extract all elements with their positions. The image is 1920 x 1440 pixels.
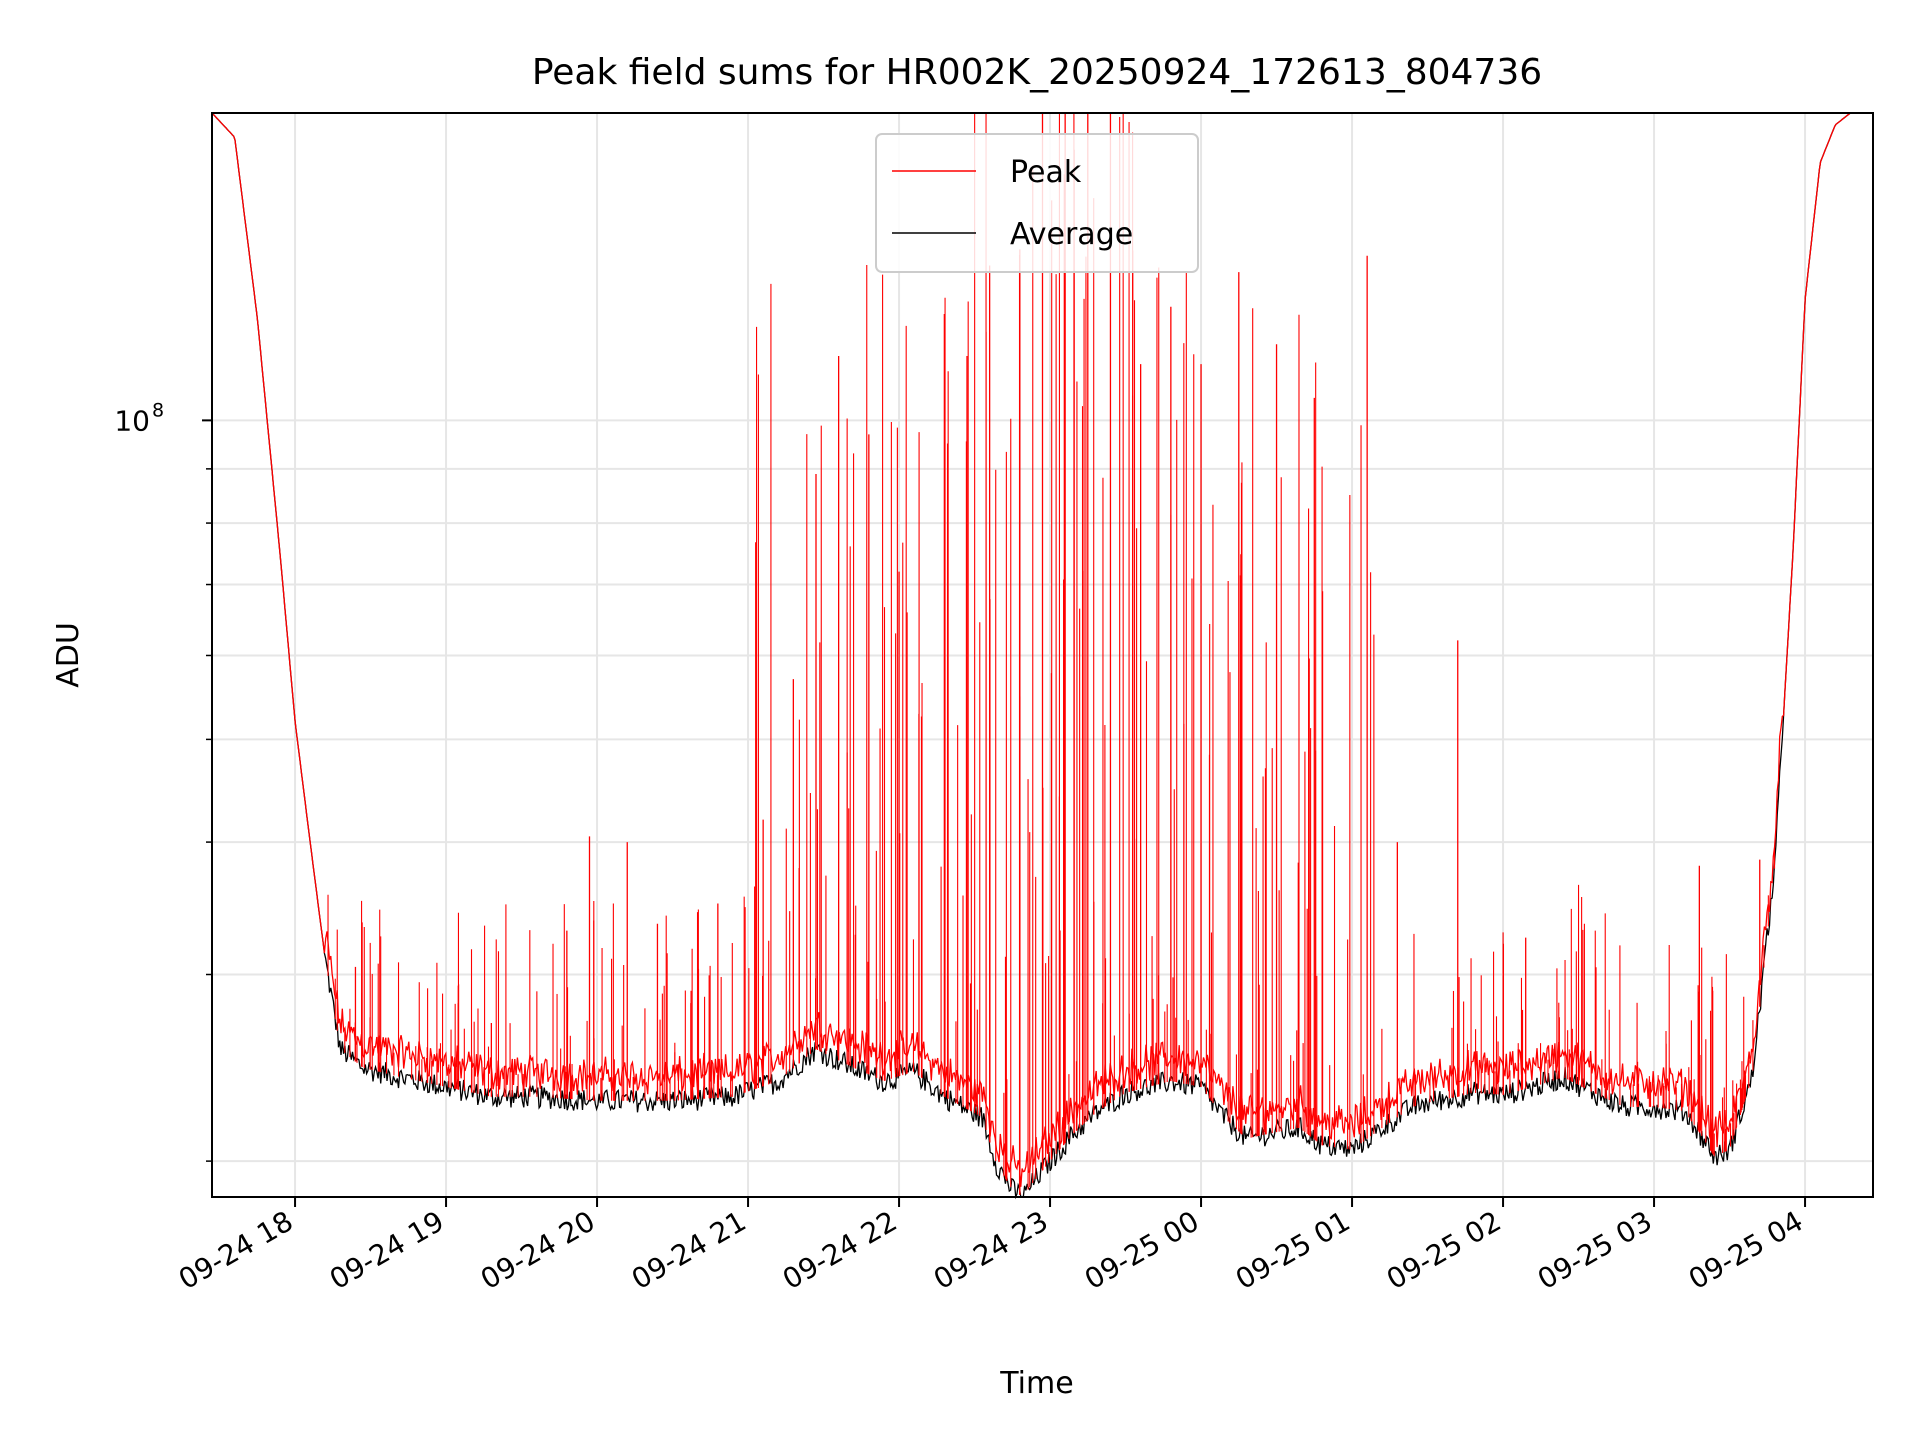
- peak-series: [211, 112, 1873, 1195]
- y-tick-label-base: 10: [114, 404, 150, 437]
- y-tick-label-exponent: 8: [152, 399, 164, 421]
- legend-average-label: Average: [1010, 217, 1133, 252]
- x-axis-title: Time: [999, 1366, 1073, 1401]
- y-axis-title: ADU: [51, 622, 86, 688]
- legend: Peak Average: [875, 133, 1199, 273]
- legend-box: [875, 133, 1199, 273]
- chart-title: Peak field sums for HR002K_20250924_1726…: [532, 52, 1542, 93]
- legend-peak-label: Peak: [1010, 155, 1082, 190]
